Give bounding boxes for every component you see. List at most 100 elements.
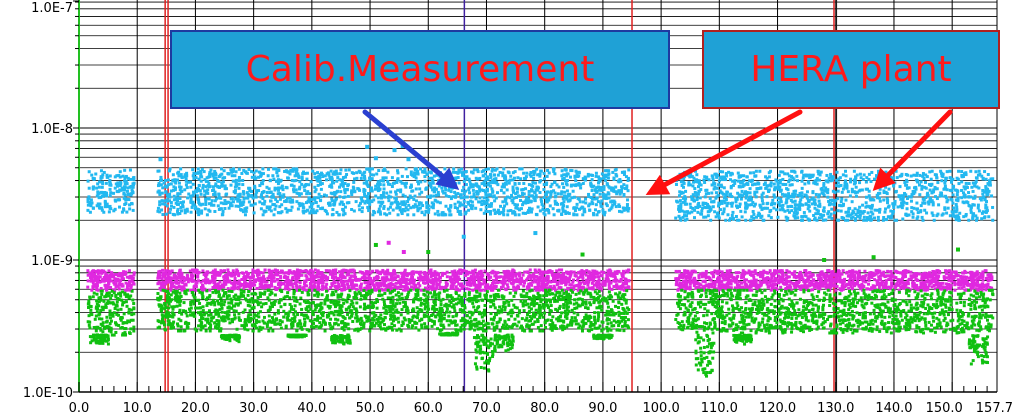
data-point	[535, 167, 539, 171]
data-point	[690, 210, 694, 214]
data-point	[302, 269, 306, 273]
data-point	[944, 194, 948, 198]
data-point	[409, 206, 413, 210]
data-point	[680, 209, 684, 213]
data-point	[745, 205, 749, 209]
data-point	[244, 209, 248, 213]
data-point	[564, 179, 568, 183]
data-point	[904, 178, 908, 182]
data-point	[751, 178, 755, 182]
data-point	[473, 277, 477, 281]
data-point	[674, 182, 678, 186]
data-point	[945, 211, 949, 215]
data-point	[458, 212, 462, 216]
data-point	[796, 193, 800, 197]
data-point	[308, 205, 312, 209]
data-point	[501, 171, 505, 175]
data-point	[730, 204, 734, 208]
data-point	[817, 172, 821, 176]
data-point	[524, 195, 528, 199]
data-point	[763, 181, 767, 185]
data-point	[691, 193, 695, 197]
data-point	[507, 181, 511, 185]
data-point	[447, 207, 451, 211]
data-point	[950, 179, 954, 183]
data-point	[601, 211, 605, 215]
data-point	[339, 183, 343, 187]
data-point	[820, 215, 824, 219]
data-point	[192, 191, 196, 195]
data-point	[281, 281, 285, 285]
data-point	[494, 196, 498, 200]
data-point	[287, 278, 291, 282]
data-point	[330, 178, 334, 182]
data-point	[404, 285, 408, 289]
data-point	[593, 197, 597, 201]
data-point	[703, 195, 707, 199]
data-point	[690, 197, 694, 201]
data-point	[99, 286, 103, 290]
data-point	[396, 285, 400, 289]
data-point	[100, 185, 104, 189]
data-point	[591, 272, 595, 276]
data-point	[516, 194, 520, 198]
data-point	[394, 180, 398, 184]
data-point	[419, 288, 423, 292]
data-point	[810, 175, 814, 179]
data-point	[333, 170, 337, 174]
data-point	[368, 284, 372, 288]
data-point	[248, 275, 252, 279]
data-point	[177, 181, 181, 185]
data-point	[605, 169, 609, 173]
data-point	[921, 172, 925, 176]
data-point	[988, 183, 992, 187]
data-point	[851, 209, 855, 213]
data-point	[785, 194, 789, 198]
data-point	[547, 211, 551, 215]
data-point	[165, 199, 169, 203]
data-point	[573, 209, 577, 213]
data-point	[974, 180, 978, 184]
data-point	[814, 212, 818, 216]
data-point	[515, 190, 519, 194]
data-point	[334, 287, 338, 291]
data-point	[335, 210, 339, 214]
data-point	[328, 176, 332, 180]
data-point	[292, 270, 296, 274]
data-point	[808, 209, 812, 213]
data-point	[485, 197, 489, 201]
data-point	[286, 275, 290, 279]
data-point	[805, 190, 809, 194]
data-point	[300, 175, 304, 179]
data-point	[462, 199, 466, 203]
data-point	[309, 282, 313, 286]
data-point	[608, 286, 612, 290]
data-point	[536, 173, 540, 177]
data-point	[462, 192, 466, 196]
data-point	[90, 173, 94, 177]
data-point	[359, 277, 363, 281]
data-point	[324, 269, 328, 273]
data-point	[474, 197, 478, 201]
data-point	[227, 270, 231, 274]
data-point	[736, 191, 740, 195]
data-point	[862, 209, 866, 213]
data-point	[288, 200, 292, 204]
data-point	[931, 213, 935, 217]
data-point	[456, 175, 460, 179]
data-point	[120, 282, 124, 286]
data-point	[340, 181, 344, 185]
data-point	[744, 218, 748, 222]
data-point	[581, 177, 585, 181]
data-point	[948, 188, 952, 192]
data-point	[319, 198, 323, 202]
data-point	[812, 181, 816, 185]
data-point	[590, 277, 594, 281]
data-point	[618, 286, 622, 290]
data-point	[813, 206, 817, 210]
data-point	[389, 190, 393, 194]
data-point	[471, 188, 475, 192]
data-point	[697, 179, 701, 183]
data-point	[713, 185, 717, 189]
data-point	[486, 167, 490, 171]
